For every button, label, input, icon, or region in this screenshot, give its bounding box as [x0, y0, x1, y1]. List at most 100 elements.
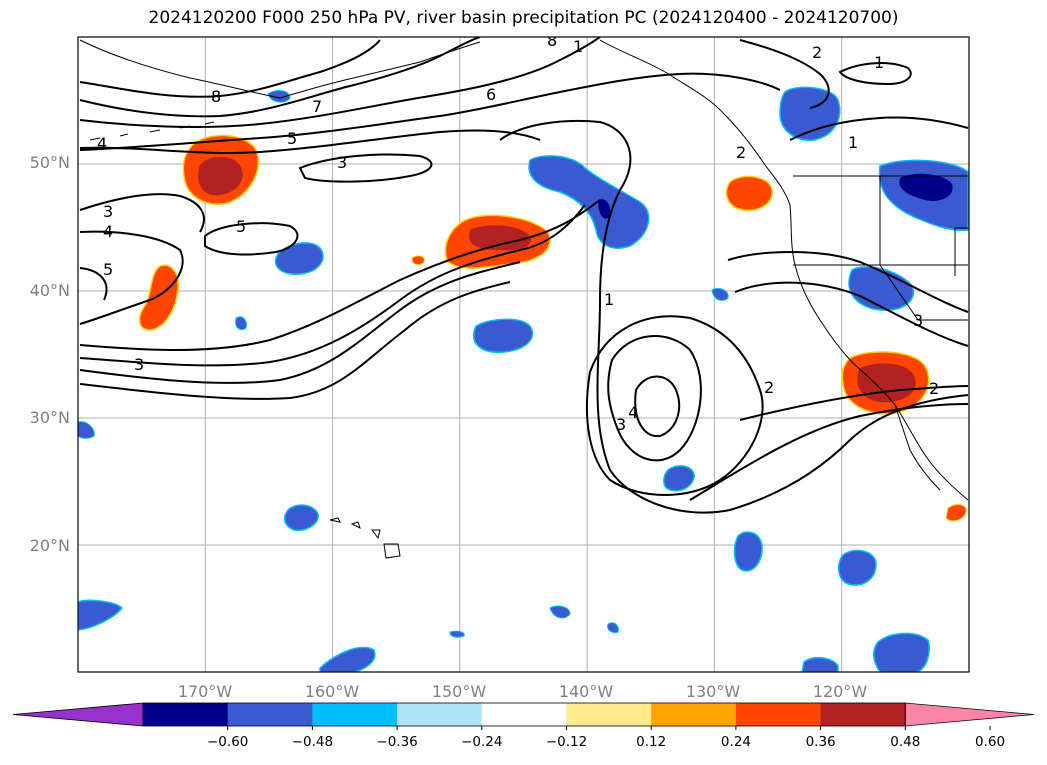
alaska-coast: [79, 39, 481, 99]
colorbar-tick-label: −0.12: [546, 734, 587, 750]
negative-blob: [711, 287, 729, 301]
contour-8: [79, 39, 381, 98]
map-title: 2024120200 F000 250 hPa PV, river basin …: [148, 8, 899, 28]
contour-2-south: [739, 385, 969, 421]
contour-label: 2: [929, 379, 939, 398]
negative-blob: [663, 465, 695, 492]
contour-5-north: [79, 72, 781, 151]
contour-label: 1: [604, 290, 614, 309]
negative-blob: [801, 656, 839, 672]
contour-label: 1: [874, 53, 884, 72]
colorbar-tick-label: −0.24: [461, 734, 502, 750]
negative-blob: [267, 90, 291, 103]
colorbar-bin: [651, 703, 737, 726]
state-borders: [793, 175, 968, 321]
lon-label: 130°W: [686, 682, 741, 701]
contour-label: 3: [134, 355, 144, 374]
positive-core: [469, 225, 531, 251]
negative-blob: [78, 599, 123, 631]
contour-1-ne: [789, 116, 969, 141]
negative-blob: [473, 318, 534, 353]
negative-blob: [449, 630, 465, 638]
lat-label: 20°N: [30, 536, 70, 555]
negative-blob: [549, 605, 571, 619]
colorbar: −0.60 −0.48 −0.36 −0.24 −0.12 0.12 0.24 0.36 0.4…: [12, 702, 1035, 750]
positive-core: [857, 363, 916, 403]
colorbar-bin: [143, 703, 229, 726]
contour-4: [79, 129, 541, 154]
colorbar-bin: [566, 703, 652, 726]
contour-4-low: [634, 375, 681, 438]
precip-negative: [78, 86, 969, 672]
contour-2-north: [739, 39, 830, 109]
contour-label: 4: [103, 222, 113, 241]
contour-label: 1: [848, 133, 858, 152]
lon-label: 150°W: [432, 682, 487, 701]
hawaiian-islands: [329, 517, 401, 559]
contour-label: 7: [312, 97, 322, 116]
colorbar-tick-label: 0.48: [890, 734, 920, 750]
negative-blob: [607, 622, 619, 633]
colorbar-tick-label: −0.36: [376, 734, 417, 750]
negative-blob: [733, 531, 763, 572]
positive-blob: [725, 175, 773, 212]
contour-label: 4: [628, 403, 638, 422]
contour-2-low-outer: [585, 315, 764, 496]
lat-label: 30°N: [30, 408, 70, 427]
negative-blob: [837, 549, 877, 586]
lon-label: 140°W: [559, 682, 614, 701]
aleutian-islands: [89, 121, 215, 141]
negative-core: [899, 173, 953, 202]
contour-4-west: [79, 230, 184, 325]
colorbar-bin: [312, 703, 398, 726]
baja-coast: [894, 404, 941, 491]
colorbar-bin: [397, 703, 483, 726]
contour-label: 5: [287, 129, 297, 148]
positive-core: [198, 156, 243, 196]
contour-label: 5: [236, 217, 246, 236]
negative-blob: [873, 632, 930, 672]
coastlines: [79, 39, 969, 559]
contour-1-nw: [838, 62, 912, 86]
colorbar-bin: [735, 703, 822, 726]
negative-blob: [283, 504, 319, 532]
contour-label: 2: [812, 43, 822, 62]
colorbar-tick-label: 0.24: [721, 734, 751, 750]
contour-label: 5: [103, 260, 113, 279]
colorbar-extend-min: [12, 702, 144, 727]
contour-label: 3: [913, 311, 923, 330]
positive-blob: [138, 264, 179, 331]
contour-3-band: [79, 199, 601, 351]
colorbar-tick-label: 0.12: [636, 734, 666, 750]
contour-label: 3: [337, 153, 347, 172]
contour-5-west: [79, 267, 108, 301]
negative-blob: [274, 242, 324, 275]
gridlines: [78, 37, 969, 672]
lat-label: 50°N: [30, 153, 70, 172]
contour-6: [79, 37, 601, 128]
contour-3-low: [607, 335, 702, 462]
canada-coast: [599, 39, 791, 206]
colorbar-extend-max: [904, 702, 1035, 727]
lat-label: 40°N: [30, 281, 70, 300]
contour-3-west: [79, 193, 205, 233]
map-background: [78, 37, 969, 672]
contour-label: 8: [547, 31, 557, 50]
contour-label: 2: [764, 378, 774, 397]
colorbar-bin: [227, 703, 313, 726]
contour-label: 8: [211, 87, 221, 106]
map-frame: [77, 36, 970, 673]
contour-label: 4: [97, 134, 107, 153]
contour-1-main: [499, 119, 969, 514]
contour-3-loop: [298, 153, 433, 183]
contour-1-south: [689, 403, 969, 501]
contour-band-4: [79, 281, 511, 400]
negative-blob: [528, 155, 650, 249]
colorbar-tick-label: −0.60: [207, 734, 248, 750]
lon-label: 160°W: [305, 682, 360, 701]
negative-blob: [78, 421, 95, 439]
lon-label: 120°W: [813, 682, 868, 701]
contour-band-3: [79, 261, 521, 384]
contour-label: 6: [486, 85, 496, 104]
